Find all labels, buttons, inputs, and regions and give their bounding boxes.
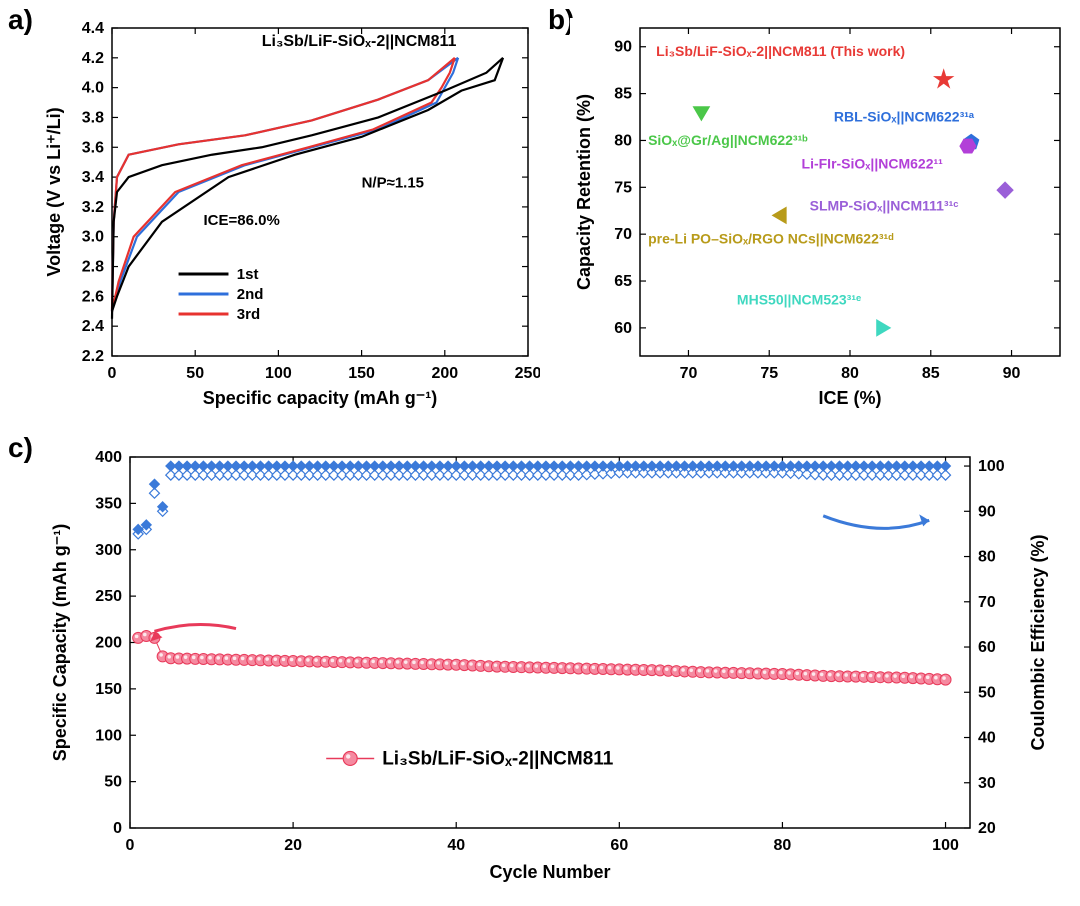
svg-text:300: 300 [95,542,122,559]
svg-text:350: 350 [95,495,122,512]
svg-text:2.4: 2.4 [82,318,104,335]
svg-text:250: 250 [515,365,540,382]
svg-text:3.0: 3.0 [82,229,104,246]
svg-text:MHS50||NCM523³¹ᵉ: MHS50||NCM523³¹ᵉ [737,291,861,307]
svg-text:3.8: 3.8 [82,109,104,126]
chart-a: 0 50 100 150 200 250 2.2 2.4 2.6 2.8 3.0 3.2 3.4 3.6 3… [40,18,540,418]
svg-text:30: 30 [978,775,996,792]
svg-text:1st: 1st [237,266,259,283]
svg-text:400: 400 [95,449,122,466]
svg-text:RBL-SiOₓ||NCM622³¹ᵃ: RBL-SiOₓ||NCM622³¹ᵃ [834,109,975,125]
svg-text:70: 70 [978,594,996,611]
svg-text:2nd: 2nd [237,286,264,303]
svg-text:4.4: 4.4 [82,20,104,37]
svg-text:ICE (%): ICE (%) [819,388,882,408]
svg-text:20: 20 [284,837,302,854]
svg-text:20: 20 [978,820,996,837]
svg-text:50: 50 [186,365,204,382]
svg-text:70: 70 [680,365,698,382]
svg-text:3.2: 3.2 [82,199,104,216]
svg-text:150: 150 [95,681,122,698]
svg-text:ICE=86.0%: ICE=86.0% [204,212,280,229]
svg-text:90: 90 [978,503,996,520]
svg-text:80: 80 [841,365,859,382]
panel-a-label: a) [8,4,33,36]
svg-text:70: 70 [614,226,632,243]
svg-text:40: 40 [447,837,465,854]
svg-text:60: 60 [978,639,996,656]
svg-text:2.6: 2.6 [82,288,104,305]
svg-text:0: 0 [108,365,117,382]
svg-text:SiOₓ@Gr/Ag||NCM622³¹ᵇ: SiOₓ@Gr/Ag||NCM622³¹ᵇ [648,132,808,148]
svg-text:Capacity Retention (%): Capacity Retention (%) [574,94,594,290]
svg-text:60: 60 [614,320,632,337]
svg-text:80: 80 [774,837,792,854]
svg-text:0: 0 [126,837,135,854]
svg-text:pre-Li PO–SiOₓ/RGO NCs||NCM622: pre-Li PO–SiOₓ/RGO NCs||NCM622³¹ᵈ [648,231,894,247]
svg-text:85: 85 [614,86,632,103]
svg-text:N/P≈1.15: N/P≈1.15 [362,175,424,192]
svg-text:Li₃Sb/LiF-SiOₓ-2||NCM811: Li₃Sb/LiF-SiOₓ-2||NCM811 [262,33,457,50]
panel-c-label: c) [8,432,33,464]
svg-text:100: 100 [932,837,959,854]
svg-text:200: 200 [431,365,458,382]
svg-text:65: 65 [614,273,632,290]
svg-text:Specific Capacity (mAh g⁻¹): Specific Capacity (mAh g⁻¹) [50,524,70,762]
svg-text:40: 40 [978,730,996,747]
svg-text:75: 75 [614,179,632,196]
svg-text:SLMP-SiOₓ||NCM111³¹ᶜ: SLMP-SiOₓ||NCM111³¹ᶜ [810,198,959,214]
svg-text:80: 80 [614,132,632,149]
svg-text:Li₃Sb/LiF-SiOₓ-2||NCM811: Li₃Sb/LiF-SiOₓ-2||NCM811 [382,748,614,769]
svg-text:200: 200 [95,635,122,652]
svg-text:90: 90 [1003,365,1021,382]
svg-text:Voltage (V vs Li⁺/Li): Voltage (V vs Li⁺/Li) [44,107,64,276]
svg-text:80: 80 [978,549,996,566]
chart-c: 0 20 40 60 80 100 0 50 100 150 200 250 300 350 400 20 30… [40,445,1060,890]
svg-text:100: 100 [978,458,1005,475]
svg-text:4.0: 4.0 [82,80,104,97]
svg-text:50: 50 [104,774,122,791]
svg-text:3.6: 3.6 [82,139,104,156]
svg-text:0: 0 [113,820,122,837]
svg-text:Cycle Number: Cycle Number [489,862,610,882]
svg-text:3rd: 3rd [237,306,260,323]
chart-b: 70 75 80 85 90 60 65 70 75 80 85 90 Li₃Sb/LiF-SiOₓ-2… [570,18,1070,418]
svg-text:4.2: 4.2 [82,50,104,67]
svg-text:150: 150 [348,365,375,382]
svg-text:Coulombic Efficiency (%): Coulombic Efficiency (%) [1028,534,1048,750]
svg-text:100: 100 [265,365,292,382]
svg-text:2.2: 2.2 [82,348,104,365]
svg-text:90: 90 [614,39,632,56]
svg-text:75: 75 [760,365,778,382]
svg-text:85: 85 [922,365,940,382]
svg-text:Li-FIr-SiOₓ||NCM622¹¹: Li-FIr-SiOₓ||NCM622¹¹ [802,156,944,172]
svg-text:3.4: 3.4 [82,169,104,186]
svg-text:100: 100 [95,727,122,744]
svg-text:60: 60 [610,837,628,854]
svg-text:250: 250 [95,588,122,605]
svg-text:Specific capacity (mAh g⁻¹): Specific capacity (mAh g⁻¹) [203,388,438,408]
svg-text:50: 50 [978,684,996,701]
svg-text:Li₃Sb/LiF-SiOₓ-2||NCM811 (This: Li₃Sb/LiF-SiOₓ-2||NCM811 (This work) [656,43,905,59]
svg-text:2.8: 2.8 [82,259,104,276]
